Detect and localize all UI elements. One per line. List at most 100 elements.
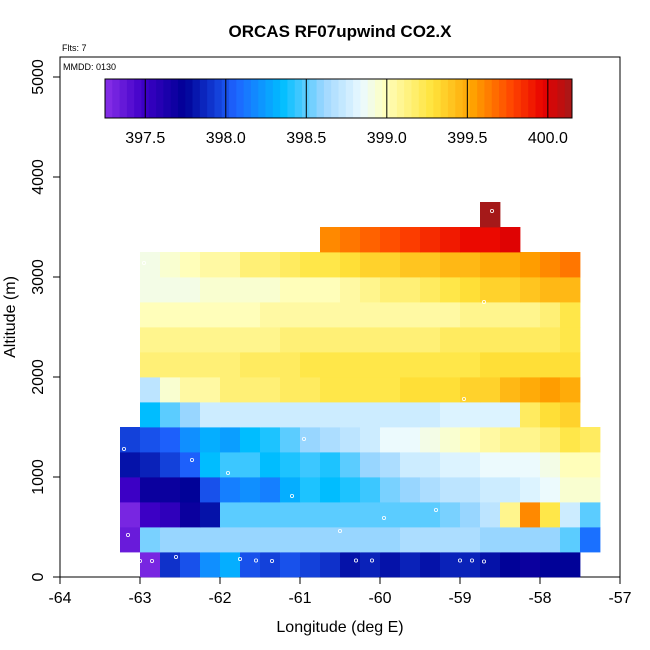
heatmap-cell bbox=[360, 327, 381, 353]
colorbar-swatch bbox=[243, 79, 252, 118]
heatmap-cell bbox=[540, 477, 561, 503]
colorbar-swatch bbox=[294, 79, 303, 118]
sample-point bbox=[301, 436, 306, 441]
heatmap-cell bbox=[580, 502, 601, 528]
colorbar-swatch bbox=[426, 79, 434, 118]
heatmap-cell bbox=[320, 427, 341, 453]
heatmap-cell bbox=[320, 302, 341, 328]
colorbar-swatch bbox=[105, 79, 113, 118]
heatmap-cell bbox=[380, 352, 401, 378]
heatmap-cell bbox=[320, 502, 341, 528]
y-tick-label: 3000 bbox=[30, 259, 47, 295]
heatmap-cell bbox=[480, 452, 501, 478]
heatmap-cell bbox=[400, 502, 421, 528]
heatmap-cell bbox=[460, 502, 481, 528]
colorbar-swatch bbox=[316, 79, 325, 118]
heatmap-cell bbox=[560, 327, 581, 353]
heatmap-cell bbox=[140, 427, 161, 453]
x-tick-label: -63 bbox=[128, 590, 151, 607]
heatmap-cell bbox=[480, 277, 501, 303]
heatmap-cell bbox=[400, 327, 421, 353]
colorbar-swatch bbox=[309, 79, 318, 118]
heatmap-cell bbox=[540, 377, 561, 403]
heatmap-cell bbox=[240, 327, 261, 353]
heatmap-cell bbox=[560, 477, 581, 503]
colorbar-swatch bbox=[499, 79, 507, 118]
sample-point bbox=[141, 260, 146, 265]
heatmap-cell bbox=[500, 552, 521, 578]
heatmap-cell bbox=[200, 402, 221, 428]
sample-point bbox=[253, 558, 258, 563]
colorbar-swatch bbox=[207, 79, 215, 118]
heatmap-cell bbox=[340, 252, 361, 278]
heatmap-cell bbox=[400, 427, 421, 453]
heatmap-cell bbox=[360, 477, 381, 503]
sample-point bbox=[269, 559, 274, 564]
colorbar-swatch bbox=[163, 79, 172, 118]
heatmap-cell bbox=[400, 477, 421, 503]
heatmap-cell bbox=[240, 427, 261, 453]
heatmap-cell bbox=[400, 277, 421, 303]
heatmap-cell bbox=[280, 402, 301, 428]
heatmap-cell bbox=[520, 477, 541, 503]
heatmap-cell bbox=[240, 477, 261, 503]
heatmap-cell bbox=[280, 452, 301, 478]
heatmap-cell bbox=[340, 402, 361, 428]
heatmap-cell bbox=[260, 252, 281, 278]
colorbar-swatch bbox=[353, 79, 361, 118]
heatmap-cell bbox=[440, 377, 461, 403]
heatmap-cell bbox=[260, 452, 281, 478]
heatmap-cell bbox=[320, 377, 341, 403]
heatmap-cell bbox=[480, 202, 501, 228]
heatmap-cell bbox=[400, 227, 421, 253]
colorbar-swatch bbox=[506, 79, 515, 118]
heatmap-cell bbox=[440, 302, 461, 328]
heatmap-cell bbox=[520, 452, 541, 478]
heatmap-cell bbox=[140, 377, 161, 403]
heatmap-cell bbox=[140, 527, 161, 553]
colorbar-swatch bbox=[338, 79, 347, 118]
heatmap-cell bbox=[500, 402, 521, 428]
colorbar-swatch bbox=[367, 79, 376, 118]
heatmap-cell bbox=[140, 502, 161, 528]
colorbar-swatch bbox=[170, 79, 179, 118]
colorbar-swatch bbox=[469, 79, 478, 118]
heatmap-cell bbox=[320, 477, 341, 503]
colorbar-swatch bbox=[156, 79, 164, 118]
y-axis: 0 1000 2000 3000 4000 5000 bbox=[30, 59, 60, 581]
heatmap-cell bbox=[320, 327, 341, 353]
heatmap-cell bbox=[300, 377, 321, 403]
heatmap-cell bbox=[240, 377, 261, 403]
heatmap-cell bbox=[440, 327, 461, 353]
colorbar-tick-label: 399.0 bbox=[367, 130, 407, 147]
heatmap-cell bbox=[540, 502, 561, 528]
heatmap-cell bbox=[540, 452, 561, 478]
heatmap-cell bbox=[500, 527, 521, 553]
colorbar-swatch bbox=[564, 79, 573, 118]
heatmap-cell bbox=[180, 477, 201, 503]
heatmap-cell bbox=[520, 302, 541, 328]
heatmap-cell bbox=[160, 377, 181, 403]
heatmap-cell bbox=[220, 277, 241, 303]
colorbar-swatch bbox=[272, 79, 281, 118]
heatmap-cell bbox=[180, 527, 201, 553]
colorbar-swatch bbox=[374, 79, 383, 118]
heatmap-cell bbox=[380, 327, 401, 353]
y-tick-label: 2000 bbox=[30, 359, 47, 395]
heatmap-cell bbox=[160, 252, 181, 278]
x-axis-label: Longitude (deg E) bbox=[276, 619, 403, 636]
heatmap-cell bbox=[420, 227, 441, 253]
heatmap-cell bbox=[480, 252, 501, 278]
heatmap-cell bbox=[420, 552, 441, 578]
heatmap-cell bbox=[320, 552, 341, 578]
heatmap-cell bbox=[280, 252, 301, 278]
sample-point bbox=[137, 559, 142, 564]
heatmap-cell bbox=[520, 427, 541, 453]
colorbar-swatch bbox=[199, 79, 208, 118]
colorbar-swatch bbox=[148, 79, 157, 118]
heatmap-cell bbox=[160, 502, 181, 528]
heatmap-cell bbox=[160, 452, 181, 478]
heatmap-cell bbox=[400, 527, 421, 553]
colorbar-tick-label: 397.5 bbox=[125, 130, 165, 147]
